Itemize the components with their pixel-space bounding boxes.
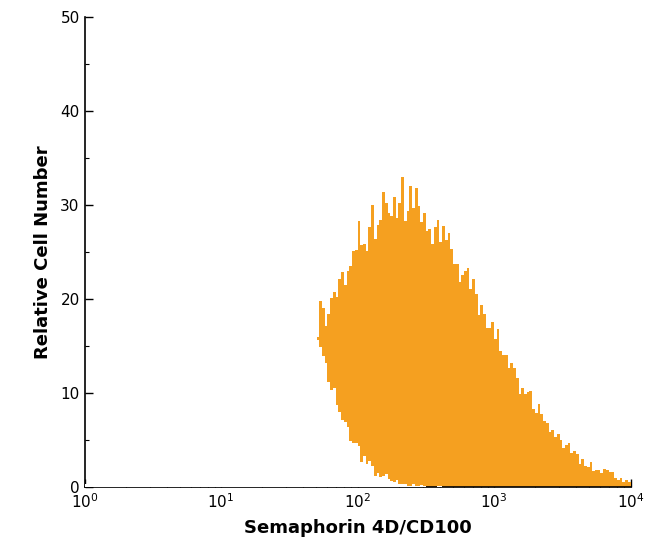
Y-axis label: Relative Cell Number: Relative Cell Number (34, 145, 52, 359)
X-axis label: Semaphorin 4D/CD100: Semaphorin 4D/CD100 (244, 519, 471, 537)
